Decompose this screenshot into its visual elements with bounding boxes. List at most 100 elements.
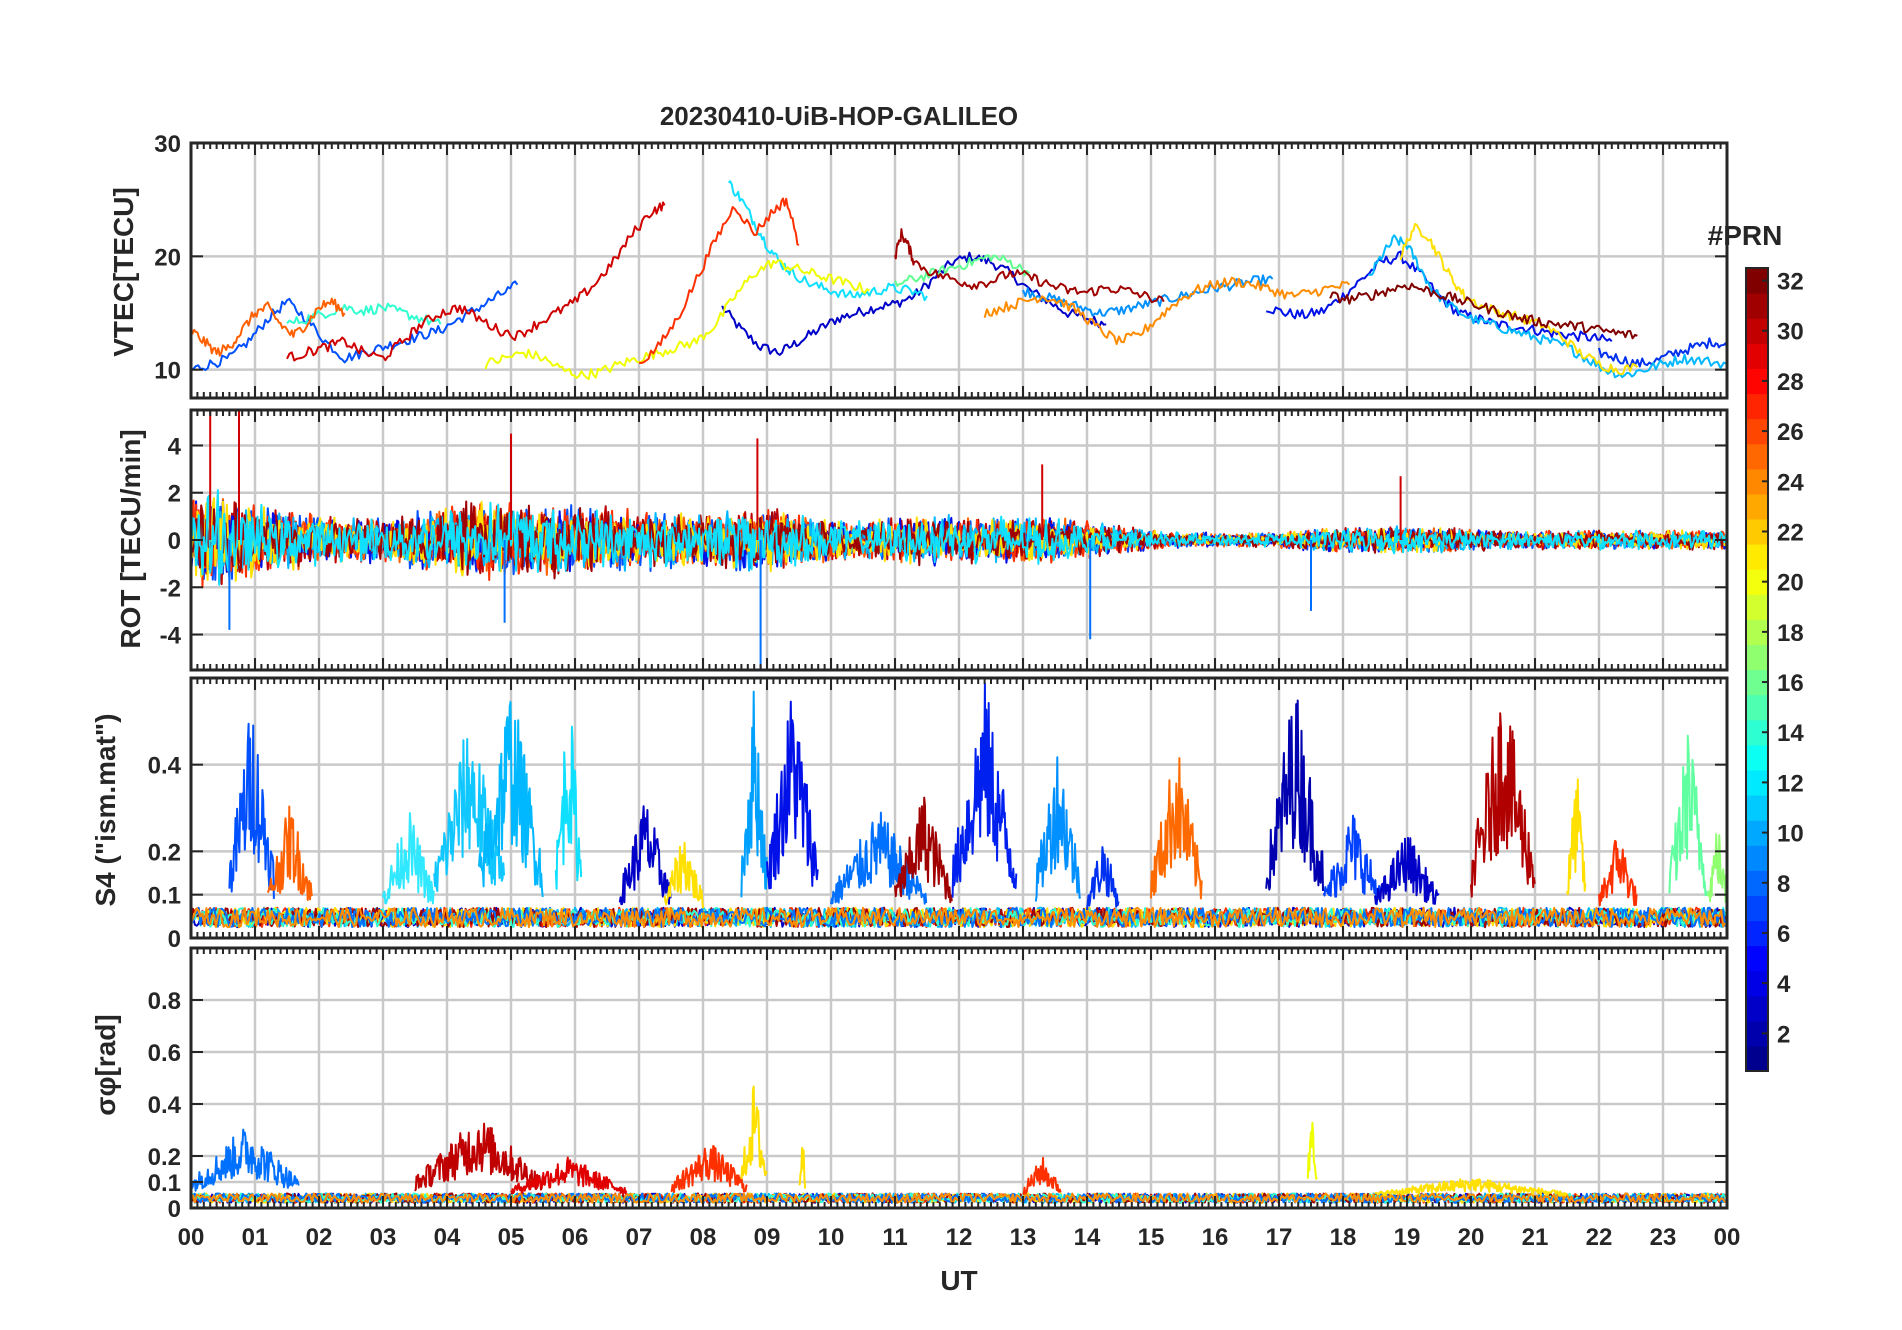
y-tick-label: 0 <box>168 926 181 953</box>
y-tick-label: 0 <box>168 1196 181 1223</box>
burst-trace <box>766 700 819 890</box>
burst-trace <box>1374 836 1440 905</box>
colorbar-tick-label: 16 <box>1777 670 1804 697</box>
burst-trace <box>670 1145 748 1194</box>
x-tick-label: 06 <box>562 1224 589 1251</box>
x-tick-label: 18 <box>1330 1224 1357 1251</box>
burst-trace <box>951 682 1018 898</box>
series-prn-12 <box>727 180 928 302</box>
burst-trace <box>1034 756 1082 902</box>
x-tick-label: 20 <box>1458 1224 1485 1251</box>
x-tick-label: 13 <box>1010 1224 1037 1251</box>
x-tick-label: 03 <box>370 1224 397 1251</box>
x-tick-label: 01 <box>242 1224 269 1251</box>
y-tick-label: 0.4 <box>148 1092 182 1119</box>
series-prn-6 <box>1598 337 1727 368</box>
burst-trace <box>1150 757 1203 900</box>
x-tick-labels: 00 01 02 03 04 05 06 07 08 09 10 11 12 13 14 15 16 17 18 19… <box>178 1224 1741 1251</box>
x-tick-label: 09 <box>754 1224 781 1251</box>
colorbar-tick-label: 32 <box>1777 269 1804 296</box>
burst-trace <box>478 700 544 898</box>
ylabel-s4: S4 ("ism.mat") <box>90 713 121 906</box>
colorbar-swatch-prn-9 <box>1746 845 1768 871</box>
colorbar-swatch-prn-29 <box>1746 343 1768 369</box>
x-tick-label: 02 <box>306 1224 333 1251</box>
ylabel-vtec: VTEC[TECU] <box>108 187 139 357</box>
colorbar-tick-label: 22 <box>1777 519 1804 546</box>
colorbar-label: #PRN <box>1708 220 1783 251</box>
y-tick-label: 0.4 <box>148 753 182 780</box>
burst-trace <box>663 841 704 909</box>
colorbar-swatch-prn-6 <box>1746 920 1768 947</box>
colorbar-tick-label: 6 <box>1777 921 1790 948</box>
burst-trace <box>191 1128 300 1192</box>
y-tick-label: 0 <box>168 528 181 555</box>
colorbar-swatch-prn-13 <box>1746 744 1768 771</box>
colorbar-tick-label: 20 <box>1777 570 1804 597</box>
series-prn-32 <box>1329 282 1638 340</box>
burst-trace <box>266 805 314 901</box>
colorbar-swatch-prn-11 <box>1746 795 1768 821</box>
x-tick-label: 11 <box>882 1224 907 1251</box>
burst-trace <box>510 1156 628 1195</box>
panel-rot: -4 -2 0 2 4 ROT [TECU/min] <box>115 408 1729 672</box>
panel-s4: 0 0.1 0.2 0.4 S4 ("ism.mat") <box>90 676 1729 953</box>
series-prn-27 <box>638 197 800 364</box>
burst-trace <box>414 1122 544 1192</box>
colorbar-tick-label: 2 <box>1777 1021 1790 1048</box>
x-tick-label: 23 <box>1650 1224 1677 1251</box>
burst-trace <box>1598 839 1638 907</box>
y-tick-label: 30 <box>154 131 181 158</box>
colorbar-swatch-prn-15 <box>1746 694 1768 721</box>
panel-vtec: 10 20 30 VTEC[TECU] <box>108 131 1729 400</box>
rot-trace <box>191 489 1727 586</box>
x-tick-label: 17 <box>1266 1224 1293 1251</box>
colorbar-swatch-prn-2 <box>1746 1020 1768 1047</box>
colorbar-swatch-prn-3 <box>1746 995 1768 1022</box>
colorbar-swatch-prn-27 <box>1746 393 1768 420</box>
burst-trace <box>382 812 435 905</box>
x-tick-label: 16 <box>1202 1224 1229 1251</box>
burst-trace <box>1706 833 1727 904</box>
burst-trace <box>1322 814 1382 906</box>
colorbar-swatch-prn-8 <box>1746 870 1768 896</box>
y-tick-label: 4 <box>168 433 182 460</box>
colorbar-tick-label: 10 <box>1777 821 1804 848</box>
colorbar-swatch-prn-10 <box>1746 820 1768 846</box>
burst-trace <box>1265 699 1324 892</box>
burst-trace <box>1306 1121 1318 1180</box>
x-tick-label: 15 <box>1138 1224 1165 1251</box>
x-tick-label: 14 <box>1074 1224 1101 1251</box>
series-prn-24 <box>983 276 1351 346</box>
y-tick-label: 2 <box>168 481 181 508</box>
x-tick-label: 00 <box>1714 1224 1741 1251</box>
x-tick-label: 00 <box>178 1224 205 1251</box>
colorbar-swatch-prn-21 <box>1746 544 1768 570</box>
burst-trace <box>740 1085 768 1180</box>
baseline-trace <box>191 906 1726 929</box>
series-prn-21 <box>1399 223 1639 376</box>
y-tick-label: 0.2 <box>148 1144 181 1171</box>
x-tick-label: 05 <box>498 1224 525 1251</box>
burst-trace <box>1086 846 1120 911</box>
colorbar-tick-label: 4 <box>1777 971 1791 998</box>
colorbar-swatch-prn-5 <box>1746 945 1768 972</box>
x-tick-label: 12 <box>946 1224 973 1251</box>
series-prn-30 <box>286 201 666 362</box>
y-tick-label: -4 <box>160 623 182 650</box>
colorbar-swatch-prn-23 <box>1746 493 1768 520</box>
series-prn-2 <box>721 251 1107 356</box>
y-tick-label: 10 <box>154 358 181 385</box>
colorbar-tick-label: 28 <box>1777 369 1804 396</box>
y-tick-label: 0.8 <box>148 988 181 1015</box>
colorbar-swatch-prn-14 <box>1746 719 1768 746</box>
burst-trace <box>433 738 506 892</box>
colorbar-swatch-prn-7 <box>1746 895 1768 921</box>
burst-trace <box>1022 1156 1062 1195</box>
ylabel-rot: ROT [TECU/min] <box>115 429 146 648</box>
x-tick-label: 07 <box>626 1224 653 1251</box>
series-prn-8 <box>1022 274 1274 317</box>
y-tick-label: 0.2 <box>148 839 181 866</box>
x-tick-label: 19 <box>1394 1224 1421 1251</box>
